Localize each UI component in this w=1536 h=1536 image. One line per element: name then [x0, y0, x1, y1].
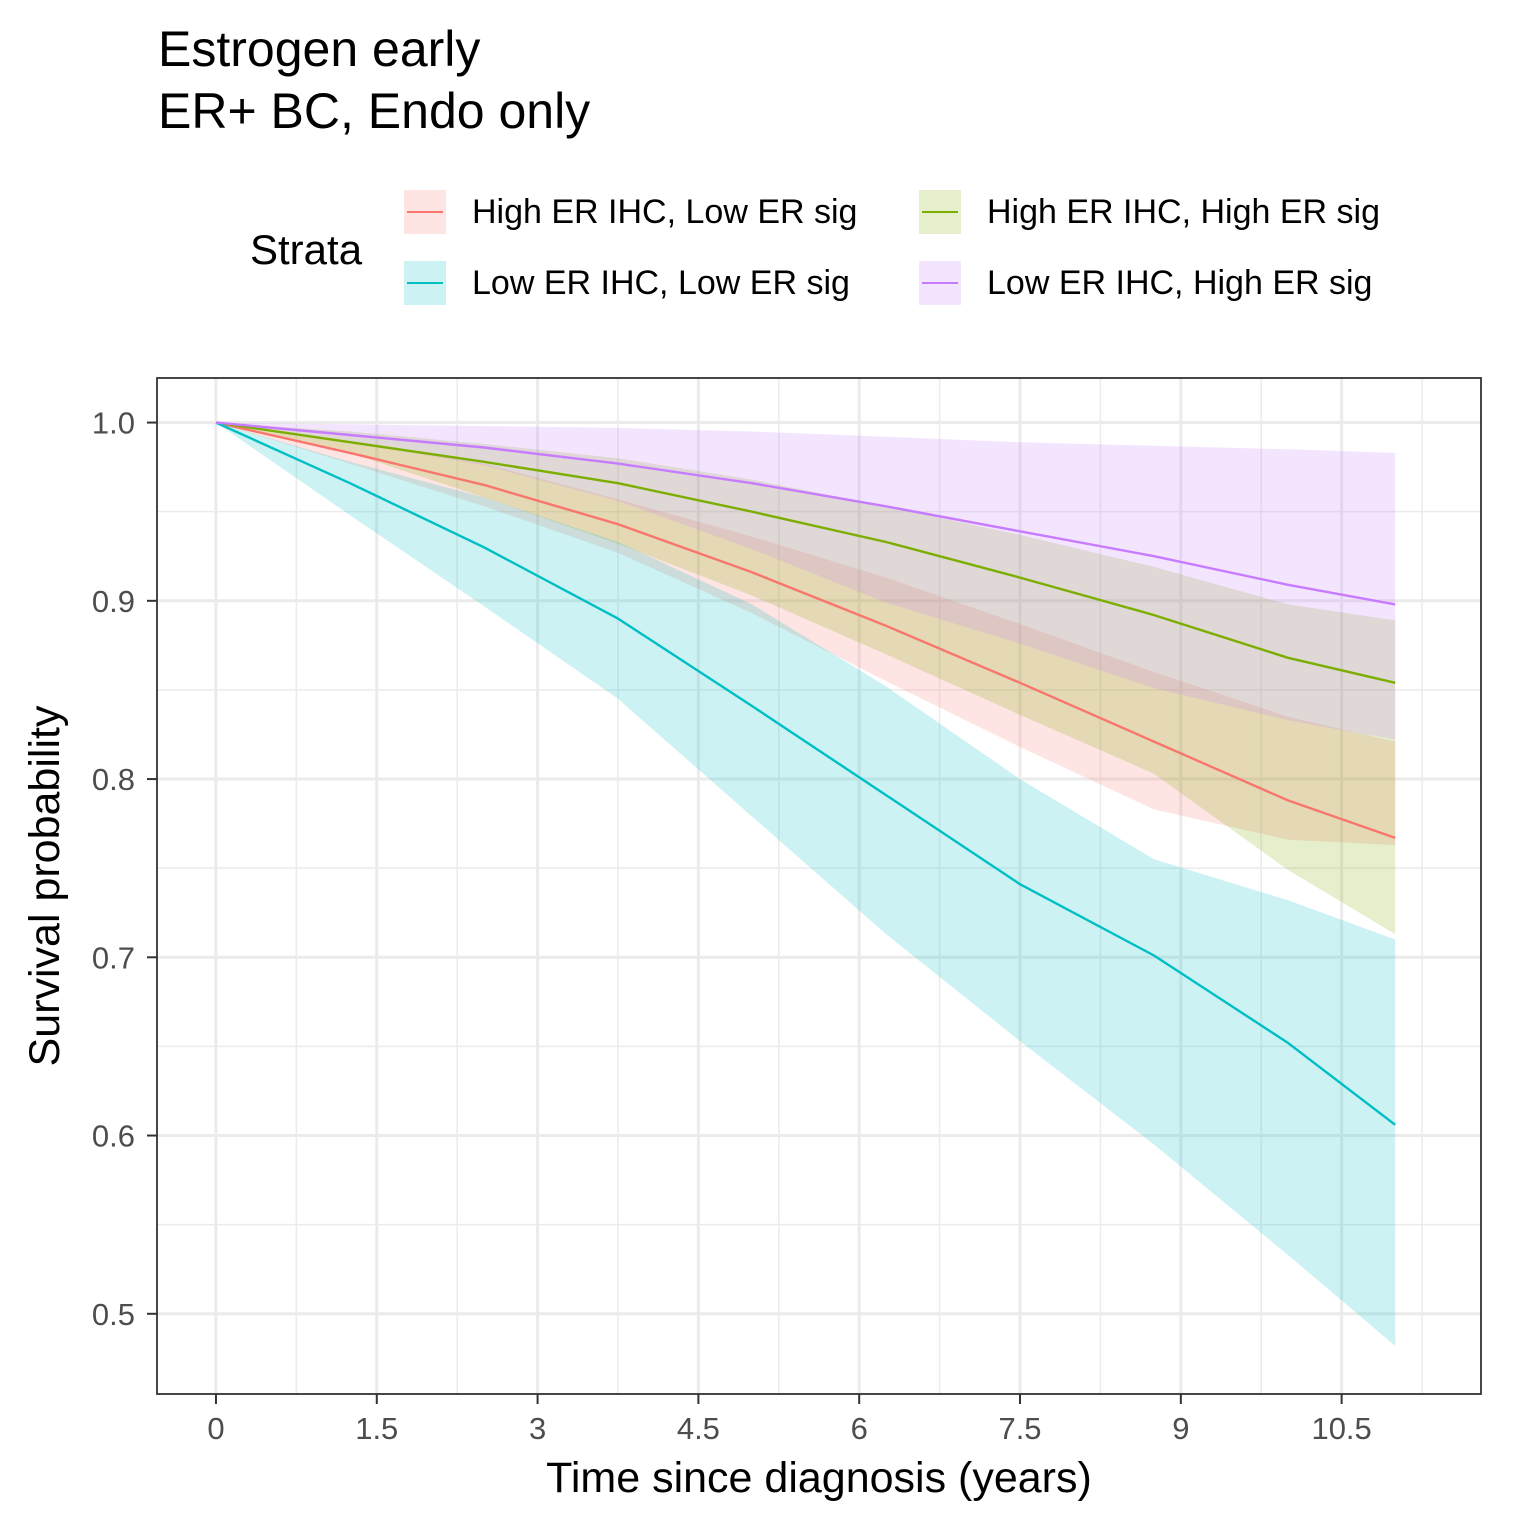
legend-key-low-ihc-low-sig [404, 261, 446, 305]
legend-label: Low ER IHC, Low ER sig [472, 263, 850, 302]
chart-subtitle: ER+ BC, Endo only [158, 83, 591, 139]
legend-label: Low ER IHC, High ER sig [987, 263, 1373, 302]
legend-key-high-ihc-high-sig [919, 190, 961, 234]
chart-title: Estrogen early [158, 21, 481, 77]
confidence-band-3 [216, 422, 1396, 740]
legend-key-high-ihc-low-sig [404, 190, 446, 234]
legend-key-low-ihc-high-sig [919, 261, 961, 305]
y-tick-label: 1.0 [92, 406, 135, 441]
y-tick-label: 0.5 [92, 1297, 135, 1332]
confidence-band-2 [216, 422, 1396, 1346]
legend-item-high-ihc-high-sig: High ER IHC, High ER sig [919, 190, 1380, 234]
y-tick-label: 0.6 [92, 1119, 135, 1154]
y-axis-label: Survival probability [21, 705, 69, 1066]
survival-curve-1 [215, 421, 1396, 684]
survival-curve-2 [215, 421, 1396, 1126]
x-tick-label: 1.5 [355, 1411, 398, 1446]
legend-label: High ER IHC, Low ER sig [472, 192, 858, 231]
plot-border [156, 377, 1482, 1395]
survival-curve-0 [215, 421, 1396, 840]
x-tick-label: 0 [207, 1411, 224, 1446]
survival-curve-3 [215, 421, 1396, 606]
legend-title: Strata [250, 226, 363, 273]
x-tick-label: 6 [851, 1411, 868, 1446]
x-tick-label: 9 [1172, 1411, 1189, 1446]
legend-label: High ER IHC, High ER sig [987, 192, 1381, 231]
x-tick-label: 3 [529, 1411, 546, 1446]
confidence-band-0 [216, 422, 1396, 845]
y-tick-label: 0.8 [92, 762, 135, 797]
y-tick-label: 0.7 [92, 940, 135, 975]
x-tick-label: 7.5 [998, 1411, 1041, 1446]
y-tick-label: 0.9 [92, 584, 135, 619]
x-axis-label: Time since diagnosis (years) [546, 1454, 1092, 1502]
legend-item-high-ihc-low-sig: High ER IHC, Low ER sig [404, 190, 857, 234]
x-tick-label: 10.5 [1311, 1411, 1371, 1446]
x-tick-label: 4.5 [677, 1411, 720, 1446]
legend-item-low-ihc-low-sig: Low ER IHC, Low ER sig [404, 261, 850, 305]
legend-item-low-ihc-high-sig: Low ER IHC, High ER sig [919, 261, 1372, 305]
